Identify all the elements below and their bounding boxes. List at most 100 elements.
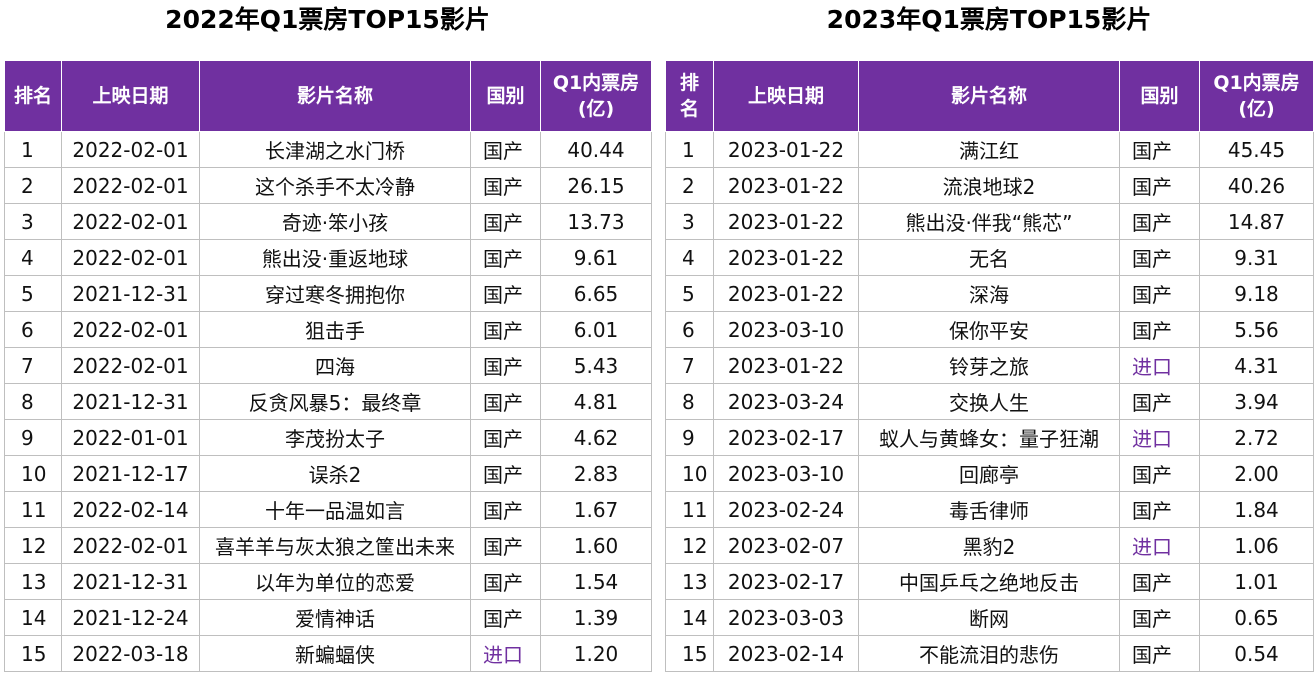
cell-country: 进口: [1119, 347, 1200, 384]
header-film-name: 影片名称: [858, 60, 1120, 132]
cell-release-date: 2023-02-17: [713, 419, 859, 456]
cell-country: 国产: [470, 311, 541, 348]
cell-rank: 8: [4, 383, 62, 420]
cell-rank: 1: [665, 131, 714, 168]
cell-box-office: 40.26: [1199, 167, 1314, 204]
cell-rank: 14: [4, 599, 62, 636]
cell-film-name: 铃芽之旅: [858, 347, 1120, 384]
cell-release-date: 2021-12-31: [61, 275, 200, 312]
cell-film-name: 奇迹·笨小孩: [199, 203, 471, 240]
cell-country: 国产: [1119, 563, 1200, 600]
cell-film-name: 黑豹2: [858, 527, 1120, 564]
table-row: 13 2021-12-31 以年为单位的恋爱 国产 1.54: [4, 563, 652, 600]
table-row: 8 2021-12-31 反贪风暴5：最终章 国产 4.81: [4, 383, 652, 420]
cell-release-date: 2023-03-10: [713, 455, 859, 492]
cell-release-date: 2023-03-10: [713, 311, 859, 348]
cell-rank: 7: [4, 347, 62, 384]
cell-box-office: 5.43: [540, 347, 652, 384]
cell-box-office: 1.01: [1199, 563, 1314, 600]
cell-country: 国产: [1119, 275, 1200, 312]
cell-film-name: 喜羊羊与灰太狼之筐出未来: [199, 527, 471, 564]
cell-film-name: 新蝙蝠侠: [199, 635, 471, 672]
table-row: 2 2022-02-01 这个杀手不太冷静 国产 26.15: [4, 167, 652, 204]
cell-release-date: 2022-03-18: [61, 635, 200, 672]
cell-country: 国产: [470, 491, 541, 528]
cell-rank: 2: [665, 167, 714, 204]
header-rank: 排名: [665, 60, 714, 132]
table-row: 11 2023-02-24 毒舌律师 国产 1.84: [665, 491, 1314, 528]
cell-rank: 13: [665, 563, 714, 600]
cell-release-date: 2022-02-01: [61, 131, 200, 168]
cell-country: 进口: [1119, 419, 1200, 456]
cell-release-date: 2022-01-01: [61, 419, 200, 456]
cell-box-office: 2.00: [1199, 455, 1314, 492]
cell-rank: 9: [4, 419, 62, 456]
table-row: 3 2022-02-01 奇迹·笨小孩 国产 13.73: [4, 203, 652, 240]
table-body: 1 2022-02-01 长津湖之水门桥 国产 40.44 2 2022-02-01 这个杀手…: [4, 131, 652, 672]
cell-box-office: 26.15: [540, 167, 652, 204]
cell-box-office: 1.54: [540, 563, 652, 600]
cell-rank: 1: [4, 131, 62, 168]
table-title: 2023年Q1票房TOP15影片: [826, 5, 1152, 34]
table-row: 9 2022-01-01 李茂扮太子 国产 4.62: [4, 419, 652, 456]
cell-rank: 11: [4, 491, 62, 528]
cell-country: 国产: [470, 455, 541, 492]
cell-release-date: 2022-02-01: [61, 347, 200, 384]
cell-release-date: 2023-01-22: [713, 275, 859, 312]
cell-release-date: 2023-02-17: [713, 563, 859, 600]
table-row: 4 2022-02-01 熊出没·重返地球 国产 9.61: [4, 239, 652, 276]
table-row: 13 2023-02-17 中国乒乓之绝地反击 国产 1.01: [665, 563, 1314, 600]
cell-box-office: 14.87: [1199, 203, 1314, 240]
table-row: 12 2023-02-07 黑豹2 进口 1.06: [665, 527, 1314, 564]
cell-release-date: 2021-12-17: [61, 455, 200, 492]
box-office-table-2023: 排名上映日期 影片名称 国别 Q1内票房 (亿) 1 2023-01-22 满江红 国产 45.…: [665, 60, 1314, 672]
cell-country: 国产: [470, 347, 541, 384]
table-title: 2022年Q1票房TOP15影片: [165, 5, 490, 34]
cell-country: 国产: [1119, 131, 1200, 168]
table-row: 5 2021-12-31 穿过寒冬拥抱你 国产 6.65: [4, 275, 652, 312]
table-row: 1 2023-01-22 满江红 国产 45.45: [665, 131, 1314, 168]
table-row: 15 2023-02-14 不能流泪的悲伤 国产 0.54: [665, 635, 1314, 672]
cell-box-office: 1.67: [540, 491, 652, 528]
cell-country: 国产: [470, 599, 541, 636]
cell-film-name: 保你平安: [858, 311, 1120, 348]
header-country: 国别: [470, 60, 541, 132]
cell-release-date: 2023-02-14: [713, 635, 859, 672]
cell-country: 国产: [470, 131, 541, 168]
table-row: 10 2021-12-17 误杀2 国产 2.83: [4, 455, 652, 492]
cell-film-name: 蚁人与黄蜂女：量子狂潮: [858, 419, 1120, 456]
cell-film-name: 交换人生: [858, 383, 1120, 420]
cell-film-name: 无名: [858, 239, 1120, 276]
cell-film-name: 流浪地球2: [858, 167, 1120, 204]
table-body: 1 2023-01-22 满江红 国产 45.45 2 2023-01-22 流浪地球2 国产 4…: [665, 131, 1314, 672]
table-row: 2 2023-01-22 流浪地球2 国产 40.26: [665, 167, 1314, 204]
cell-release-date: 2022-02-01: [61, 311, 200, 348]
cell-release-date: 2023-01-22: [713, 167, 859, 204]
cell-box-office: 1.20: [540, 635, 652, 672]
cell-rank: 13: [4, 563, 62, 600]
cell-film-name: 中国乒乓之绝地反击: [858, 563, 1120, 600]
cell-film-name: 误杀2: [199, 455, 471, 492]
cell-country: 国产: [1119, 383, 1200, 420]
cell-rank: 6: [4, 311, 62, 348]
cell-rank: 4: [4, 239, 62, 276]
cell-rank: 6: [665, 311, 714, 348]
cell-rank: 10: [4, 455, 62, 492]
cell-box-office: 0.65: [1199, 599, 1314, 636]
table-row: 5 2023-01-22 深海 国产 9.18: [665, 275, 1314, 312]
header-box-office: Q1内票房 (亿): [540, 60, 652, 132]
cell-country: 国产: [1119, 491, 1200, 528]
cell-box-office: 6.01: [540, 311, 652, 348]
cell-film-name: 熊出没·伴我“熊芯”: [858, 203, 1120, 240]
box-office-table-2022: 排名 上映日期 影片名称 国别 Q1内票房 (亿) 1 2022-02-01 长津湖之水门桥国…: [4, 60, 652, 672]
cell-country: 国产: [1119, 167, 1200, 204]
table-row: 7 2022-02-01 四海 国产 5.43: [4, 347, 652, 384]
header-box-office: Q1内票房 (亿): [1199, 60, 1314, 132]
cell-film-name: 满江红: [858, 131, 1120, 168]
table-row: 7 2023-01-22 铃芽之旅 进口 4.31: [665, 347, 1314, 384]
cell-box-office: 2.72: [1199, 419, 1314, 456]
cell-film-name: 以年为单位的恋爱: [199, 563, 471, 600]
table-row: 11 2022-02-14 十年一品温如言 国产 1.67: [4, 491, 652, 528]
